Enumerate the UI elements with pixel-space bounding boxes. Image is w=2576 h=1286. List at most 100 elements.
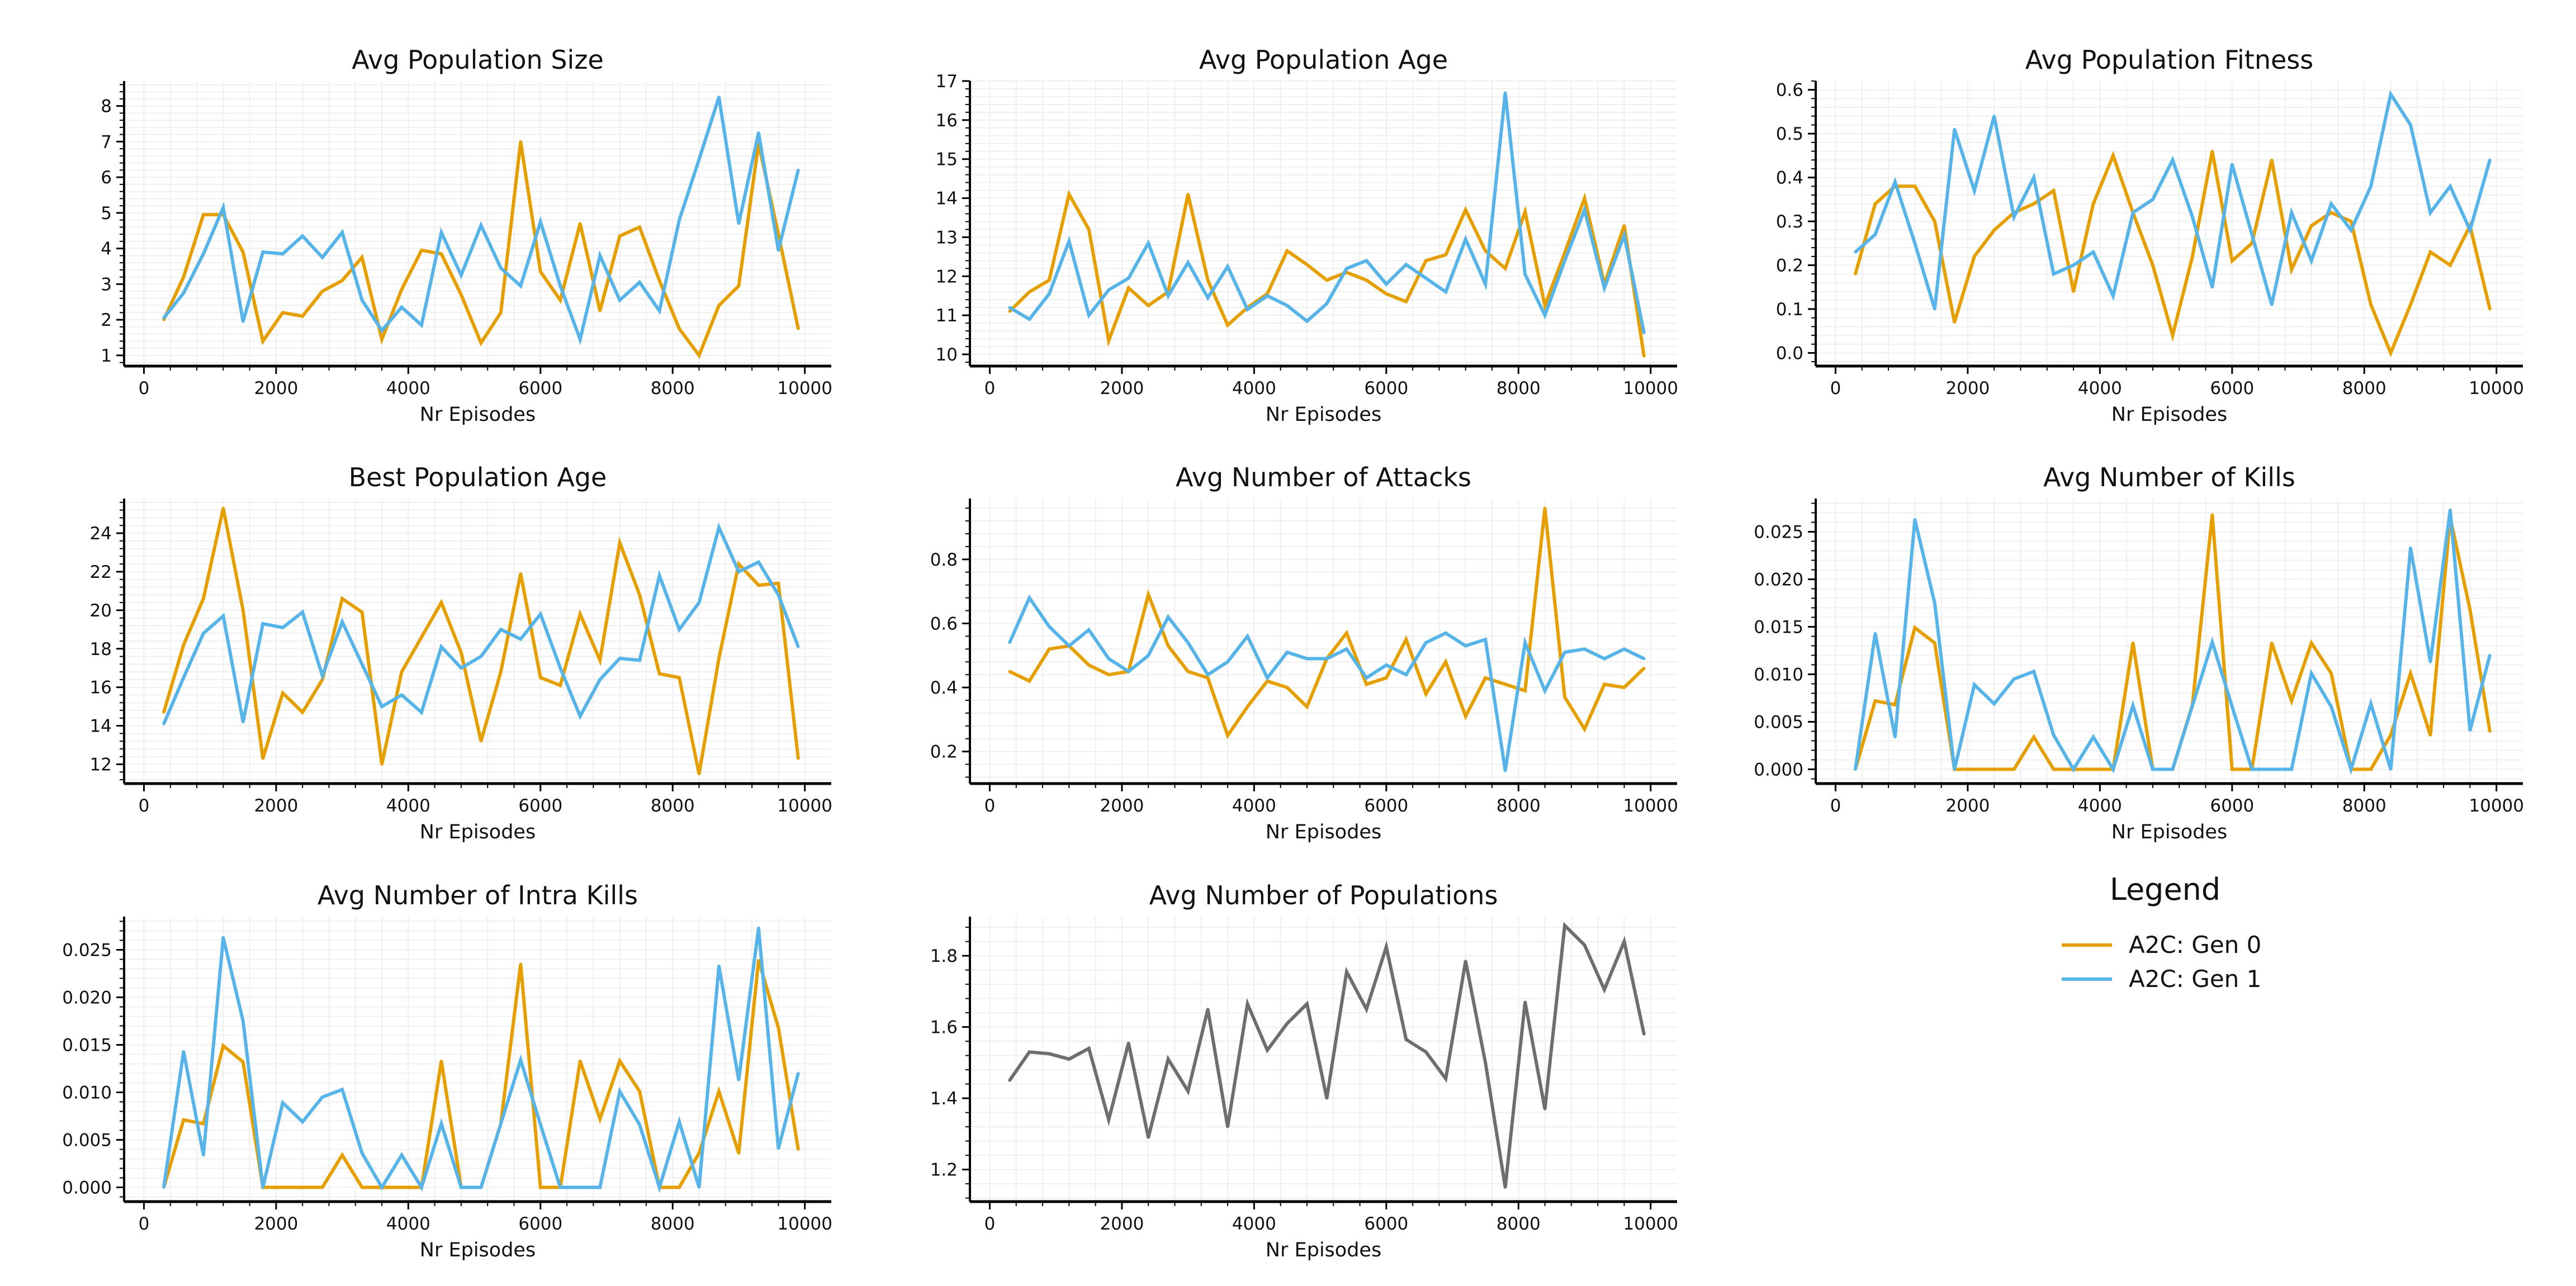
data-point [2409,303,2412,306]
data-point [618,298,622,302]
data-point [1008,1079,1011,1082]
data-point [1226,1125,1229,1128]
data-point [361,610,364,614]
data-point [340,231,344,234]
data-point [499,628,503,631]
data-point [2250,233,2253,236]
data-point [1266,680,1269,683]
grid-avg-number-of-attacks [970,499,1677,784]
x-axis-label: Nr Episodes [1266,821,1381,843]
data-point [618,234,622,238]
series-points-a2c-gen-1 [162,96,800,341]
data-point [2191,255,2194,258]
data-point [638,1123,641,1126]
data-point [598,1117,602,1121]
data-point [1305,1002,1309,1005]
data-point [1973,255,1976,258]
y-tick-label: 0.000 [62,1178,112,1198]
data-point [499,1122,503,1126]
y-tick-label: 22 [90,562,112,582]
data-point [1345,632,1348,635]
x-tick-label: 0 [139,378,150,398]
data-point [539,613,542,616]
data-point [479,655,482,658]
data-point [1048,1052,1051,1055]
legend-title: Legend [2110,872,2220,907]
data-point [579,222,582,225]
data-point [2032,176,2035,179]
data-point [2369,702,2373,705]
data-point [1642,355,1646,358]
data-point [1543,314,1547,317]
data-point [1385,292,1388,296]
data-point [1622,686,1626,689]
data-point [1933,220,1936,223]
data-point [1622,224,1626,227]
data-point [1285,304,1289,307]
data-point [182,1050,185,1053]
data-point [1127,277,1130,280]
legend: Legend A2C: Gen 0 A2C: Gen 1 [2062,872,2261,993]
x-tick-label: 2000 [1100,378,1144,398]
panel-avg-number-of-kills: 0.000 0.005 0.010 0.015 0.020 0.025 0 2000 4000 6… [1754,462,2524,843]
data-point [1008,310,1011,313]
data-point [1167,294,1170,297]
data-point [717,964,721,967]
x-tick-label: 10000 [1623,1214,1678,1234]
x-tick-label: 6000 [2210,378,2254,398]
data-point [1933,307,1936,311]
data-point [1008,641,1011,644]
data-point [1622,647,1626,651]
data-point [2449,264,2452,267]
panel-title: Avg Population Fitness [2025,45,2313,75]
y-tick-label: 2 [101,310,112,330]
data-point [2131,211,2134,214]
data-point [539,270,542,273]
data-point [2032,202,2035,206]
data-point [1642,657,1646,661]
data-point [1543,1107,1547,1111]
data-point [361,1151,364,1155]
data-point [242,609,245,612]
y-tick-label: 1.2 [930,1160,958,1180]
data-point [281,1186,285,1189]
series-points-a2c-gen-1 [1854,508,2492,771]
data-point [2151,768,2154,771]
y-tick-label: 6 [101,168,112,188]
data-point [361,662,364,666]
data-point [678,219,681,222]
data-point [2111,294,2115,297]
data-point [2191,215,2194,219]
data-point [638,658,641,662]
x-tick-label: 2000 [1100,796,1144,816]
data-point [321,674,324,677]
data-point [698,1151,701,1155]
data-point [1365,1008,1368,1011]
data-point [797,757,800,760]
series-points-a2c-gen-1 [1008,91,1646,335]
data-point [321,290,324,293]
data-point [1523,641,1527,644]
data-point [1523,210,1527,213]
data-point [1642,667,1646,670]
data-point [519,140,522,143]
data-point [1504,91,1507,94]
data-point [1873,202,1877,206]
y-tick-label: 3 [101,274,112,295]
data-point [2052,768,2056,771]
data-point [737,284,740,288]
data-point [678,1120,681,1123]
data-point [2092,250,2095,254]
data-point [281,626,285,629]
data-point [1484,249,1487,253]
legend-label-gen1: A2C: Gen 1 [2129,965,2261,993]
data-point [242,720,245,724]
data-point [1484,676,1487,680]
data-point [1464,960,1467,963]
y-tick-label: 1.4 [930,1089,958,1109]
data-point [2270,768,2274,771]
data-point [558,298,562,302]
series-points-a2c-gen-1 [162,526,800,725]
data-point [1226,734,1229,737]
data-point [1464,238,1467,241]
